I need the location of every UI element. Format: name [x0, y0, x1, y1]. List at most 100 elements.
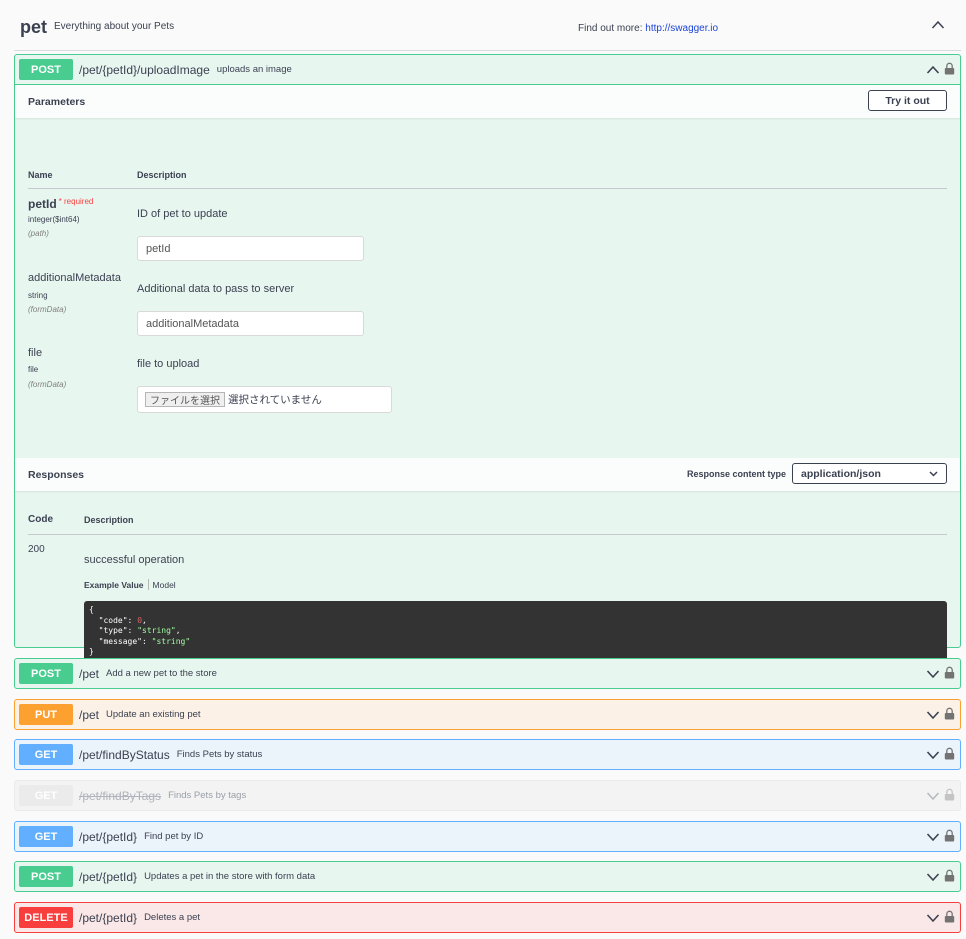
lock-icon[interactable]: [944, 910, 955, 923]
operation-path: /pet/{petId}: [79, 829, 138, 844]
column-code: Code: [28, 514, 53, 525]
petid-input[interactable]: [137, 236, 364, 261]
tag-title[interactable]: pet: [20, 16, 47, 37]
operation-summary-text: Find pet by ID: [144, 831, 204, 842]
file-status: 選択されていません: [228, 394, 322, 406]
param-description: Additional data to pass to server: [137, 283, 295, 295]
method-badge: POST: [19, 866, 73, 887]
response-code: 200: [28, 544, 45, 555]
operation-summary[interactable]: GET /pet/{petId} Find pet by ID: [15, 822, 960, 851]
method-badge: PUT: [19, 704, 73, 725]
method-badge: GET: [19, 826, 73, 847]
tag-description: Everything about your Pets: [54, 21, 175, 32]
lock-icon[interactable]: [944, 62, 955, 75]
json-key: "message": [98, 636, 142, 646]
chevron-down-icon[interactable]: [926, 912, 940, 924]
operation-path: /pet/{petId}/uploadImage: [79, 62, 210, 77]
response-content-type-select[interactable]: application/json: [792, 463, 947, 484]
operation-delete-pet[interactable]: DELETE /pet/{petId} Deletes a pet: [14, 902, 961, 933]
operation-path: /pet/findByTags: [79, 788, 162, 803]
param-type: integer($int64): [28, 215, 80, 224]
parameters-header: Parameters Try it out: [15, 85, 960, 118]
find-out-more: Find out more: http://swagger.io: [578, 23, 718, 34]
operation-post-pet-by-id[interactable]: POST /pet/{petId} Updates a pet in the s…: [14, 861, 961, 892]
example-tabs: Example Value Model: [84, 579, 176, 590]
operation-summary[interactable]: POST /pet/{petId}/uploadImage uploads an…: [15, 55, 960, 84]
method-badge: GET: [19, 744, 73, 765]
operation-summary[interactable]: POST /pet Add a new pet to the store: [15, 659, 960, 688]
json-key: "code": [98, 615, 128, 625]
param-location: (formData): [28, 380, 67, 389]
lock-icon[interactable]: [944, 707, 955, 720]
tab-example-value[interactable]: Example Value: [84, 579, 144, 590]
lock-icon[interactable]: [944, 666, 955, 679]
chevron-down-icon[interactable]: [926, 831, 940, 843]
response-content-type-value: application/json: [801, 467, 881, 480]
json-trail: ,: [175, 626, 181, 635]
operation-get-find-by-tags-deprecated[interactable]: GET /pet/findByTags Finds Pets by tags: [14, 780, 961, 811]
find-out-more-link[interactable]: http://swagger.io: [645, 23, 719, 34]
param-description: ID of pet to update: [137, 208, 228, 220]
json-trail: ,: [142, 615, 147, 625]
required-label: required: [64, 197, 94, 206]
operation-summary[interactable]: DELETE /pet/{petId} Deletes a pet: [15, 903, 960, 932]
find-out-more-label: Find out more:: [578, 23, 643, 34]
operation-post-pet[interactable]: POST /pet Add a new pet to the store: [14, 658, 961, 689]
additional-metadata-input[interactable]: [137, 311, 364, 336]
file-input[interactable]: ファイルを選択 選択されていません: [137, 386, 392, 413]
operation-summary-text: Finds Pets by status: [176, 749, 263, 760]
method-badge: DELETE: [19, 907, 73, 928]
operation-summary[interactable]: PUT /pet Update an existing pet: [15, 700, 960, 729]
operation-summary-text: Add a new pet to the store: [106, 668, 217, 679]
try-it-out-button[interactable]: Try it out: [868, 90, 947, 111]
operation-get-pet-by-id[interactable]: GET /pet/{petId} Find pet by ID: [14, 821, 961, 852]
json-key: "type": [98, 626, 128, 635]
operation-summary-text: uploads an image: [216, 64, 292, 75]
param-type: string: [28, 291, 48, 300]
operation-path: /pet/{petId}: [79, 910, 138, 925]
json-value: 0: [137, 615, 143, 625]
chevron-down-icon[interactable]: [926, 749, 940, 761]
chevron-up-icon[interactable]: [931, 18, 945, 32]
choose-file-button[interactable]: ファイルを選択: [145, 392, 225, 407]
lock-icon[interactable]: [944, 869, 955, 882]
chevron-down-icon[interactable]: [926, 790, 940, 802]
column-name: Name: [28, 170, 53, 180]
operation-summary-text: Finds Pets by tags: [168, 790, 247, 801]
operation-summary[interactable]: POST /pet/{petId} Updates a pet in the s…: [15, 862, 960, 891]
operation-summary[interactable]: GET /pet/findByTags Finds Pets by tags: [15, 781, 960, 810]
operation-put-pet[interactable]: PUT /pet Update an existing pet: [14, 699, 961, 730]
tag-header[interactable]: pet Everything about your Pets Find out …: [14, 0, 961, 51]
method-badge: POST: [19, 59, 73, 80]
chevron-up-icon[interactable]: [926, 64, 940, 76]
column-response-description: Description: [84, 515, 134, 525]
tab-divider: [147, 579, 149, 590]
responses-header: Responses Response content type applicat…: [15, 458, 960, 491]
json-close-brace: }: [89, 647, 94, 656]
param-name-petid: petId * required: [28, 197, 93, 211]
json-open-brace: {: [89, 605, 94, 614]
column-description: Description: [137, 170, 187, 180]
operation-body: Parameters Try it out Name Description p…: [15, 84, 960, 664]
param-type: file: [28, 365, 39, 374]
responses-title: Responses: [28, 468, 85, 481]
param-name-file: file: [28, 347, 43, 359]
param-description: file to upload: [137, 358, 200, 370]
method-badge: GET: [19, 785, 73, 806]
operation-get-find-by-status[interactable]: GET /pet/findByStatus Finds Pets by stat…: [14, 739, 961, 770]
divider: [28, 534, 947, 535]
operation-path: /pet/findByStatus: [79, 747, 170, 762]
operation-summary[interactable]: GET /pet/findByStatus Finds Pets by stat…: [15, 740, 960, 769]
operation-summary-text: Deletes a pet: [144, 912, 201, 923]
chevron-down-icon[interactable]: [926, 871, 940, 883]
response-description: successful operation: [84, 554, 185, 566]
param-name-additional-metadata: additionalMetadata: [28, 272, 121, 284]
lock-icon[interactable]: [944, 788, 955, 801]
divider: [28, 188, 947, 189]
chevron-down-icon[interactable]: [926, 709, 940, 721]
tab-model[interactable]: Model: [152, 579, 176, 590]
lock-icon[interactable]: [944, 747, 955, 760]
chevron-down-icon[interactable]: [926, 668, 940, 680]
lock-icon[interactable]: [944, 829, 955, 842]
operation-path: /pet: [79, 666, 100, 681]
